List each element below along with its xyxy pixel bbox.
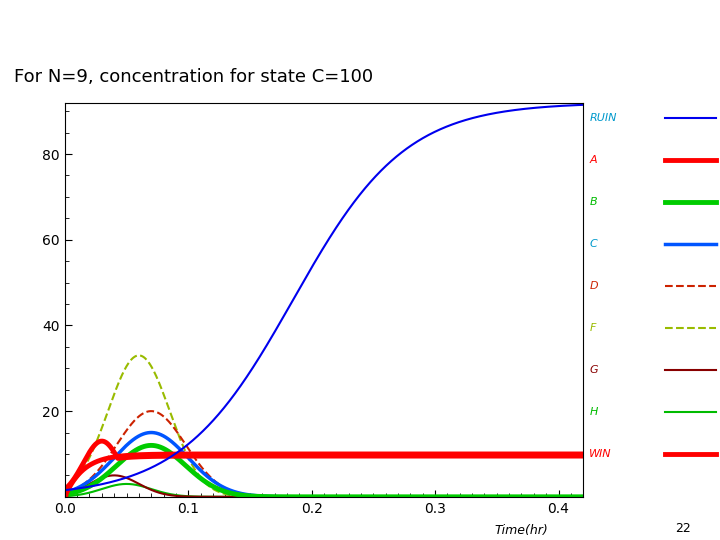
X-axis label: Time(hr): Time(hr) bbox=[494, 524, 548, 537]
Text: G: G bbox=[590, 365, 598, 375]
Text: H: H bbox=[590, 407, 598, 417]
Text: RUIN: RUIN bbox=[590, 113, 617, 123]
Text: A: A bbox=[590, 155, 597, 165]
Text: B: B bbox=[590, 197, 597, 207]
Text: 22: 22 bbox=[675, 522, 691, 535]
Text: F: F bbox=[590, 323, 595, 333]
Text: D: D bbox=[590, 281, 598, 291]
Text: For N=9, concentration for state C=100: For N=9, concentration for state C=100 bbox=[14, 68, 374, 86]
Text: DNA Simulation Results: DNA Simulation Results bbox=[193, 16, 527, 40]
Text: WIN: WIN bbox=[590, 449, 612, 459]
Text: C: C bbox=[590, 239, 597, 249]
